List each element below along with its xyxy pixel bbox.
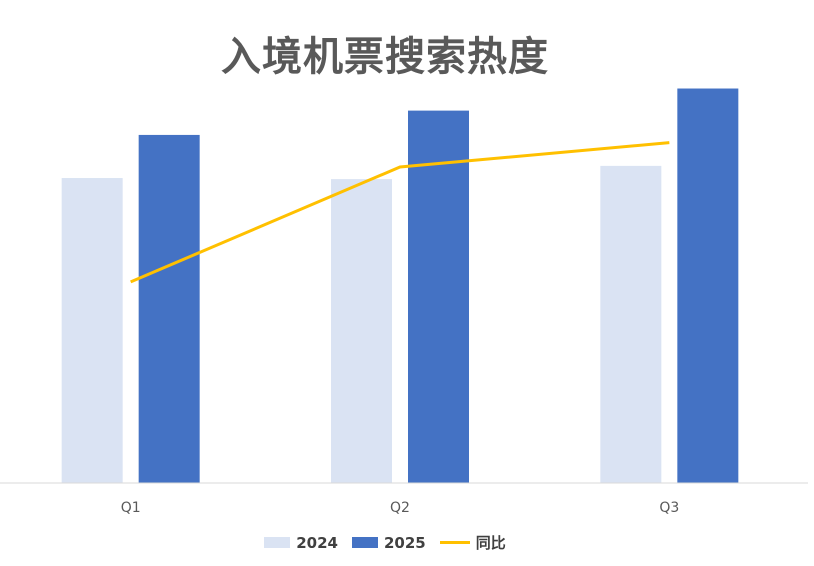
legend-item-2024: 2024	[264, 534, 338, 552]
legend-label-2025: 2025	[383, 533, 426, 552]
legend-swatch-yoy	[439, 541, 470, 544]
bar-2024-Q3	[600, 165, 662, 484]
line-series-同比	[130, 141, 670, 284]
legend-item-2025: 2025	[351, 533, 426, 552]
legend-swatch-2024	[264, 537, 291, 548]
legend: 2024 2025 同比	[0, 532, 770, 553]
x-tick-label-Q3: Q3	[659, 500, 679, 516]
legend-label-2024: 2024	[296, 533, 338, 552]
bar-2024-Q1	[61, 178, 123, 483]
legend-item-yoy: 同比	[439, 532, 506, 553]
line-layer	[130, 141, 670, 284]
legend-swatch-2025	[351, 537, 378, 548]
legend-label-yoy: 同比	[475, 534, 506, 552]
bar-2025-Q1	[138, 134, 200, 484]
chart-title: 入境机票搜索热度	[221, 34, 549, 80]
bar-2025-Q3	[677, 88, 739, 483]
bars-layer	[61, 88, 739, 484]
bar-2025-Q2	[408, 110, 469, 484]
x-tick-label-Q1: Q1	[121, 500, 141, 516]
x-axis-ticks: Q1 Q2 Q3	[121, 500, 680, 516]
x-tick-label-Q2: Q2	[390, 500, 410, 516]
bar-2024-Q2	[331, 179, 392, 483]
